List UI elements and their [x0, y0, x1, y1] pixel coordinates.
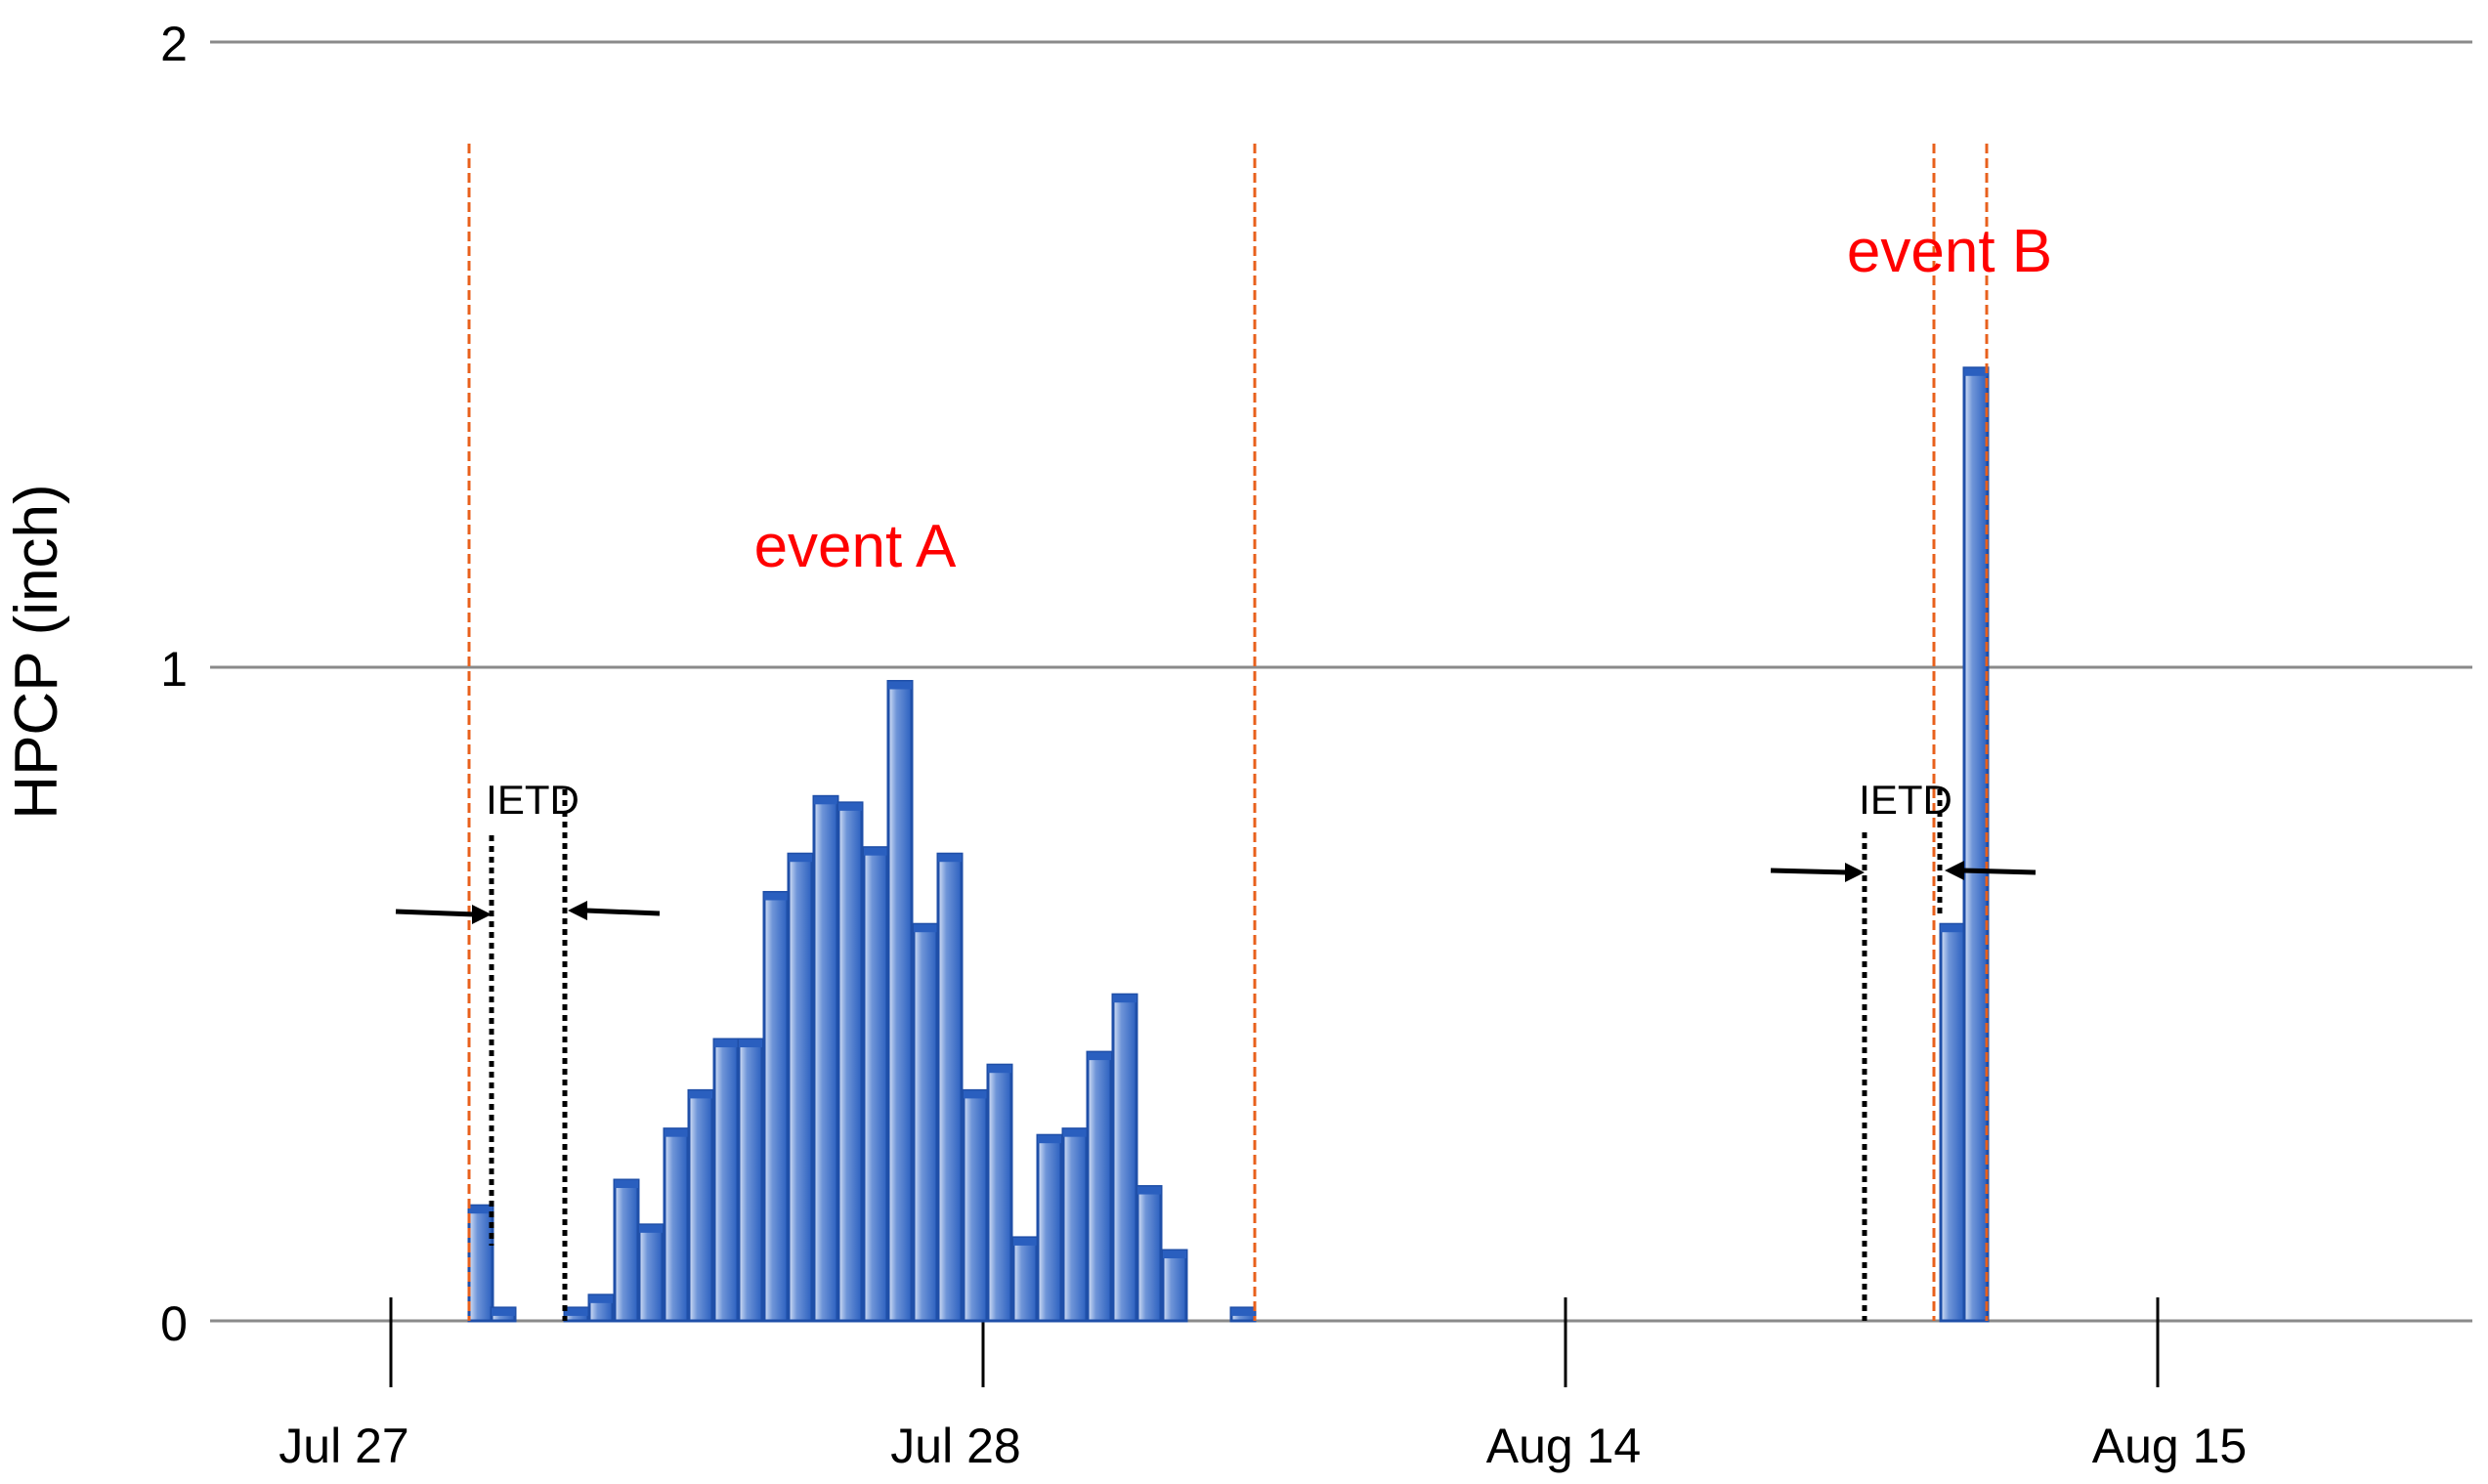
precipitation-bar-cap [639, 1224, 663, 1233]
precipitation-bar-cap [888, 681, 912, 690]
event-b-label: event B [1847, 218, 2052, 285]
ietd-b-left-arrow [1770, 868, 1849, 875]
y-axis-title: HPCP (inch) [3, 484, 70, 819]
precipitation-bar-cap [1964, 367, 1988, 376]
precipitation-bar [862, 846, 889, 1323]
precipitation-bar [613, 1178, 640, 1323]
ietd-a-right-arrow [585, 908, 661, 916]
event-boundaries [467, 144, 1989, 1321]
x-tick-labels: Jul 27 Jul 28 Aug 14 Aug 15 [279, 1419, 2247, 1473]
precipitation-bar-cap [665, 1128, 688, 1137]
precipitation-bar [1086, 1050, 1113, 1323]
precipitation-bar-cap [589, 1294, 613, 1303]
y-tick-label-1: 1 [160, 642, 188, 697]
precipitation-bar-cap [714, 1039, 738, 1048]
precipitation-bar-cap [1231, 1307, 1255, 1316]
precipitation-bar [467, 1204, 494, 1323]
precipitation-bar-cap [964, 1090, 987, 1099]
x-tick-label: Jul 28 [890, 1419, 1020, 1473]
precipitation-bar [936, 852, 964, 1323]
precipitation-bar [986, 1063, 1013, 1323]
precipitation-bar-cap [988, 1065, 1011, 1074]
precipitation-bar [912, 922, 939, 1323]
precipitation-bar [1136, 1185, 1163, 1323]
precipitation-bar-cap [789, 854, 812, 863]
precipitation-bar [1011, 1236, 1039, 1323]
precipitation-bar-cap [864, 847, 887, 856]
ietd-markers: IETD IETD [395, 777, 2037, 1321]
ietd-a-right-arrowhead [568, 901, 587, 920]
precipitation-bar [1111, 993, 1138, 1323]
precipitation-bar [1161, 1249, 1188, 1323]
precipitation-bar [1061, 1127, 1089, 1323]
x-tick-label: Aug 15 [2092, 1419, 2247, 1473]
ietd-b-right-arrow [1961, 868, 2037, 875]
precipitation-bar-cap [689, 1090, 712, 1099]
precipitation-bar-cap [814, 796, 837, 805]
precipitation-bar-cap [838, 802, 862, 811]
precipitation-bar [637, 1223, 665, 1323]
precipitation-bar [836, 801, 864, 1323]
precipitation-bar-cap [914, 924, 937, 933]
event-a-label: event A [754, 513, 957, 580]
ietd-a-left-arrow [395, 909, 476, 917]
ietd-b-right-arrowhead [1945, 861, 1964, 880]
precipitation-bar-cap [1163, 1251, 1186, 1259]
x-tick-label: Jul 27 [279, 1419, 408, 1473]
precipitation-bar [762, 890, 790, 1323]
precipitation-bar [663, 1127, 690, 1323]
y-tick-labels: 2 1 0 [160, 17, 188, 1351]
precipitation-bar [1962, 366, 1990, 1323]
precipitation-bars [467, 366, 1990, 1323]
gridlines [210, 40, 2472, 1323]
precipitation-bar [787, 852, 814, 1323]
precipitation-bar [1036, 1133, 1063, 1323]
precipitation-bar [687, 1088, 714, 1323]
precipitation-bar-cap [739, 1039, 762, 1048]
precipitation-bar-cap [615, 1180, 638, 1189]
ietd-b-left-arrowhead [1845, 863, 1865, 882]
y-tick-label-2: 2 [160, 17, 188, 71]
precipitation-bar-cap [1941, 924, 1964, 933]
precipitation-bar [962, 1088, 989, 1323]
ietd-a-label: IETD [486, 777, 579, 823]
x-tick-label: Aug 14 [1486, 1419, 1641, 1473]
precipitation-bar-cap [492, 1307, 515, 1316]
precipitation-bar-cap [764, 892, 788, 901]
precipitation-bar-cap [565, 1307, 588, 1316]
precipitation-bar [1939, 922, 1966, 1323]
y-tick-label-0: 0 [160, 1296, 188, 1351]
precipitation-bar-cap [938, 854, 962, 863]
precipitation-bar [812, 794, 839, 1323]
precipitation-bar-cap [1038, 1135, 1061, 1144]
ietd-b-label: IETD [1859, 777, 1952, 823]
precipitation-bar [886, 680, 914, 1323]
precipitation-bar-cap [1063, 1128, 1087, 1137]
precipitation-bar-cap [1088, 1052, 1111, 1061]
precipitation-bar-cap [1113, 995, 1137, 1003]
precipitation-bar-cap [1137, 1186, 1161, 1195]
precipitation-bar [737, 1038, 764, 1323]
precipitation-bar [712, 1038, 740, 1323]
ietd-a-left-arrowhead [472, 905, 492, 924]
precipitation-bar-cap [469, 1206, 493, 1214]
precipitation-bar-cap [1013, 1237, 1037, 1246]
